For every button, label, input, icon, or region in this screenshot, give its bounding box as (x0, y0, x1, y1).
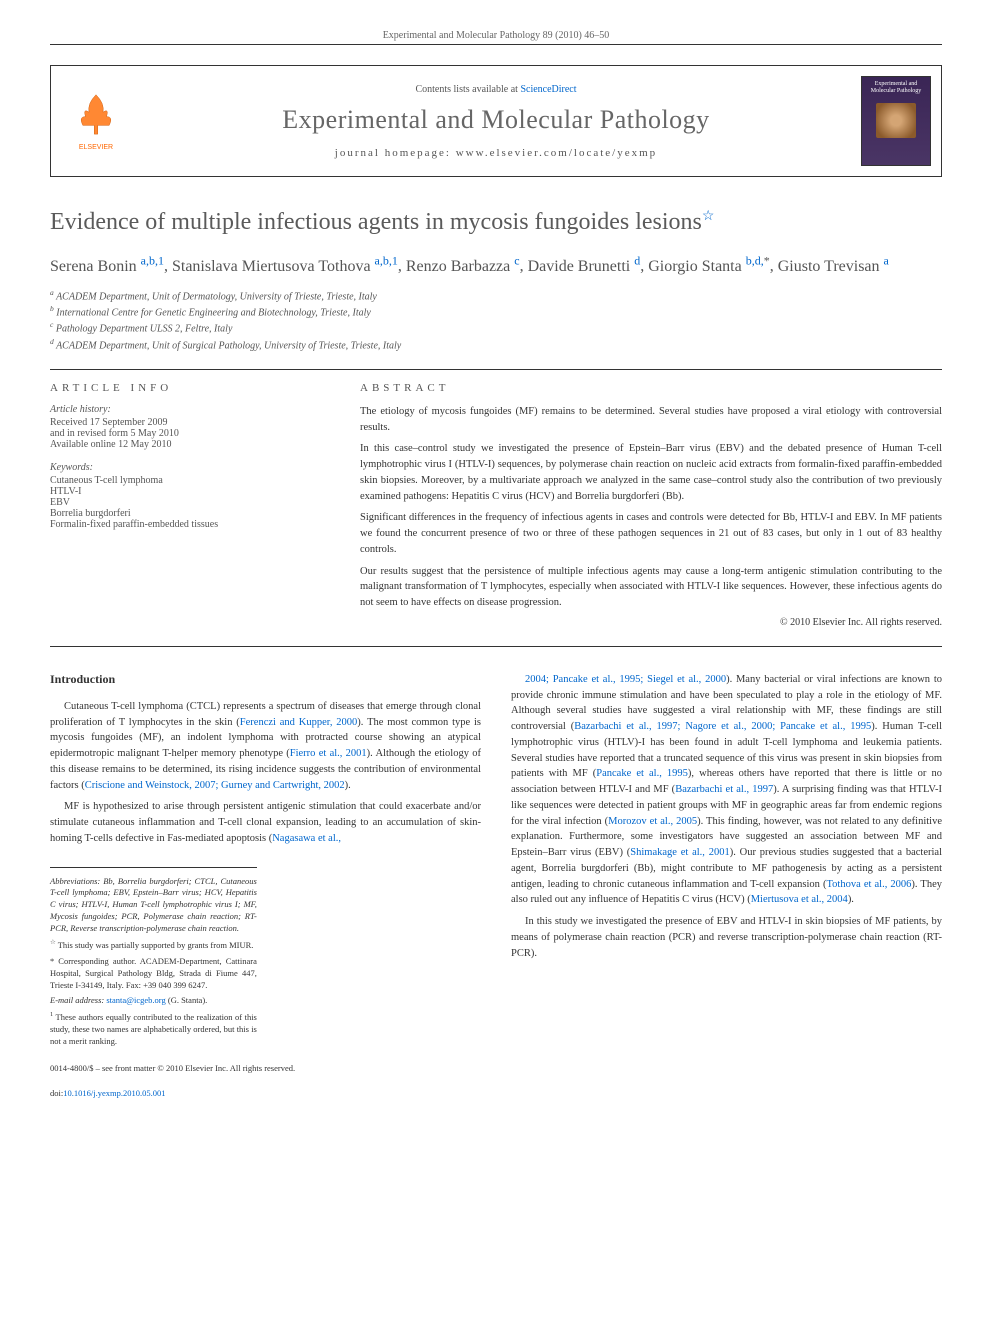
keyword-item: Cutaneous T-cell lymphoma (50, 475, 330, 486)
affiliation: a ACADEM Department, Unit of Dermatology… (50, 288, 942, 302)
banner-center: Contents lists available at ScienceDirec… (141, 74, 851, 169)
body-paragraph: MF is hypothesized to arise through pers… (50, 799, 481, 846)
abstract-copyright: © 2010 Elsevier Inc. All rights reserved… (360, 617, 942, 628)
citation-link[interactable]: Ferenczi and Kupper, 2000 (240, 717, 358, 728)
corresponding-author-star: * (764, 253, 770, 267)
citation-link[interactable]: 2004; Pancake et al., 1995; Siegel et al… (525, 674, 726, 685)
divider-bottom (50, 646, 942, 647)
cover-title: Experimental and Molecular Pathology (866, 81, 926, 95)
contents-line: Contents lists available at ScienceDirec… (151, 84, 841, 95)
author-affiliation-sup: c (514, 253, 519, 267)
journal-homepage: journal homepage: www.elsevier.com/locat… (151, 147, 841, 159)
divider-top (50, 369, 942, 370)
author: Serena Bonin a,b,1 (50, 258, 164, 275)
keyword-item: Borrelia burgdorferi (50, 508, 330, 519)
elsevier-tree-icon: ELSEVIER (66, 86, 126, 156)
footnote-equal-contribution: 1 These authors equally contributed to t… (50, 1011, 257, 1048)
article-history-label: Article history: (50, 404, 330, 415)
citation-link[interactable]: Miertusova et al., 2004 (751, 894, 848, 905)
citation-link[interactable]: Bazarbachi et al., 1997 (675, 784, 773, 795)
citation-link[interactable]: Nagasawa et al., (272, 833, 341, 844)
journal-cover: Experimental and Molecular Pathology (851, 66, 941, 176)
authors-list: Serena Bonin a,b,1, Stanislava Miertusov… (50, 253, 942, 275)
header-divider (50, 44, 942, 45)
author: Renzo Barbazza c (406, 258, 520, 275)
header-citation: Experimental and Molecular Pathology 89 … (50, 30, 942, 41)
footnotes: Abbreviations: Bb, Borrelia burgdorferi;… (50, 867, 257, 1048)
citation-link[interactable]: Shimakage et al., 2001 (630, 847, 729, 858)
title-footnote-symbol: ☆ (702, 209, 715, 224)
author-affiliation-sup: a,b,1 (141, 253, 164, 267)
abstract-label: ABSTRACT (360, 382, 942, 394)
abstract-paragraph: In this case–control study we investigat… (360, 441, 942, 504)
footer-issn: 0014-4800/$ – see front matter © 2010 El… (50, 1063, 481, 1073)
body-paragraph: In this study we investigated the presen… (511, 914, 942, 961)
email-link[interactable]: stanta@icgeb.org (106, 995, 165, 1005)
affiliation: b International Centre for Genetic Engin… (50, 304, 942, 318)
footer-doi: doi:10.1016/j.yexmp.2010.05.001 (50, 1088, 481, 1098)
citation-link[interactable]: Tothova et al., 2006 (827, 879, 912, 890)
article-info-column: ARTICLE INFO Article history: Received 1… (50, 382, 330, 628)
cover-image (876, 103, 916, 138)
footnote-abbreviations: Abbreviations: Bb, Borrelia burgdorferi;… (50, 876, 257, 935)
author-affiliation-sup: a (884, 253, 889, 267)
article-info-label: ARTICLE INFO (50, 382, 330, 394)
citation-link[interactable]: Fierro et al., 2001 (290, 748, 367, 759)
history-item: Available online 12 May 2010 (50, 439, 330, 450)
author: Giusto Trevisan a (778, 258, 889, 275)
citation-link[interactable]: Bazarbachi et al., 1997; Nagore et al., … (574, 721, 871, 732)
keywords-label: Keywords: (50, 462, 330, 473)
article-title: Evidence of multiple infectious agents i… (50, 207, 942, 238)
footnote-funding: ☆ This study was partially supported by … (50, 939, 257, 952)
footnote-corresponding: * Corresponding author. ACADEM-Departmen… (50, 956, 257, 992)
svg-text:ELSEVIER: ELSEVIER (79, 144, 113, 151)
body-paragraph: Cutaneous T-cell lymphoma (CTCL) represe… (50, 699, 481, 794)
author-affiliation-sup: b,d, (746, 253, 764, 267)
body-paragraph: 2004; Pancake et al., 1995; Siegel et al… (511, 672, 942, 908)
author: Stanislava Miertusova Tothova a,b,1 (172, 258, 398, 275)
citation-link[interactable]: Criscione and Weinstock, 2007; Gurney an… (85, 780, 345, 791)
keyword-item: EBV (50, 497, 330, 508)
abstract-paragraph: Significant differences in the frequency… (360, 510, 942, 557)
body-left-column: Introduction Cutaneous T-cell lymphoma (… (50, 672, 481, 1098)
abstract-paragraph: The etiology of mycosis fungoides (MF) r… (360, 404, 942, 436)
doi-link[interactable]: 10.1016/j.yexmp.2010.05.001 (63, 1088, 165, 1098)
sciencedirect-link[interactable]: ScienceDirect (520, 84, 576, 95)
author: Giorgio Stanta b,d,* (648, 258, 769, 275)
elsevier-logo: ELSEVIER (51, 66, 141, 176)
keyword-item: HTLV-I (50, 486, 330, 497)
intro-heading: Introduction (50, 672, 481, 687)
citation-link[interactable]: Morozov et al., 2005 (608, 816, 697, 827)
journal-name: Experimental and Molecular Pathology (151, 105, 841, 135)
footnote-email: E-mail address: stanta@icgeb.org (G. Sta… (50, 995, 257, 1007)
history-item: and in revised form 5 May 2010 (50, 428, 330, 439)
body-right-column: 2004; Pancake et al., 1995; Siegel et al… (511, 672, 942, 1098)
affiliation: c Pathology Department ULSS 2, Feltre, I… (50, 320, 942, 334)
abstract-column: ABSTRACT The etiology of mycosis fungoid… (360, 382, 942, 628)
abstract-paragraph: Our results suggest that the persistence… (360, 564, 942, 611)
citation-link[interactable]: Pancake et al., 1995 (596, 768, 688, 779)
author: Davide Brunetti d (528, 258, 641, 275)
journal-banner: ELSEVIER Contents lists available at Sci… (50, 65, 942, 177)
author-affiliation-sup: a,b,1 (375, 253, 398, 267)
affiliation: d ACADEM Department, Unit of Surgical Pa… (50, 337, 942, 351)
history-item: Received 17 September 2009 (50, 417, 330, 428)
author-affiliation-sup: d (634, 253, 640, 267)
contents-prefix: Contents lists available at (415, 84, 520, 95)
keyword-item: Formalin-fixed paraffin-embedded tissues (50, 519, 330, 530)
